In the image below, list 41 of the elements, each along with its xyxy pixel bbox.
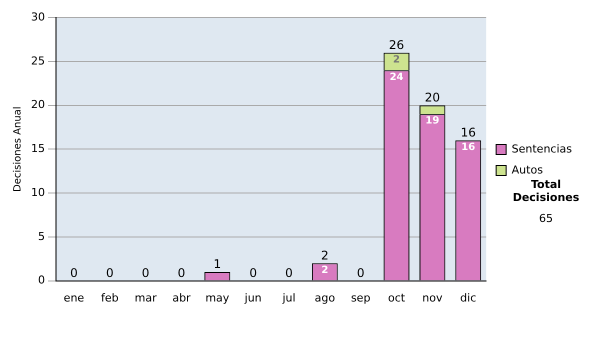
x-tick-label: ene: [64, 291, 84, 304]
legend-label: Sentencias: [512, 142, 572, 156]
x-tick-label: ago: [314, 291, 336, 304]
y-tick-label: 0: [38, 274, 45, 287]
total-label: 0: [285, 266, 293, 280]
x-tick-label: oct: [388, 291, 406, 304]
x-tick-label: jul: [281, 291, 296, 304]
total-label: 0: [249, 266, 257, 280]
data-label: 2: [393, 54, 400, 66]
y-axis-title: Decisiones Anual: [12, 106, 24, 192]
y-tick-label: 10: [30, 186, 45, 199]
y-tick-label: 15: [30, 142, 45, 156]
x-tick-label: mar: [134, 291, 158, 304]
text: 65: [538, 212, 554, 225]
total-label: 0: [356, 266, 365, 280]
x-tick-label: sep: [350, 291, 370, 304]
data-label: 2: [321, 264, 328, 276]
x-tick-label: may: [205, 291, 230, 304]
total-label: 20: [424, 90, 440, 104]
legend-label: Autos: [512, 163, 544, 176]
total-label: 0: [106, 266, 114, 280]
x-tick-label: dic: [460, 291, 476, 304]
text: Total Decisiones: [512, 178, 580, 204]
total-label: 0: [70, 266, 78, 280]
y-tick-label: 30: [30, 10, 45, 24]
y-tick-label: 25: [30, 54, 45, 68]
total-label: 0: [178, 266, 186, 280]
total-label: 0: [142, 266, 150, 280]
x-tick-label: nov: [422, 291, 443, 304]
y-tick-label: 5: [38, 230, 45, 243]
x-tick-label: jun: [244, 291, 262, 304]
data-label: 24: [390, 72, 404, 83]
total-label: 26: [388, 38, 404, 52]
x-tick-label: abr: [172, 291, 192, 304]
total-label: 16: [460, 126, 476, 140]
data-label: 19: [425, 116, 440, 127]
y-tick-label: 20: [30, 98, 45, 112]
total-label: 2: [321, 248, 329, 262]
total-label: 1: [213, 257, 222, 272]
data-label: 16: [461, 142, 476, 154]
x-tick-label: feb: [100, 291, 119, 304]
